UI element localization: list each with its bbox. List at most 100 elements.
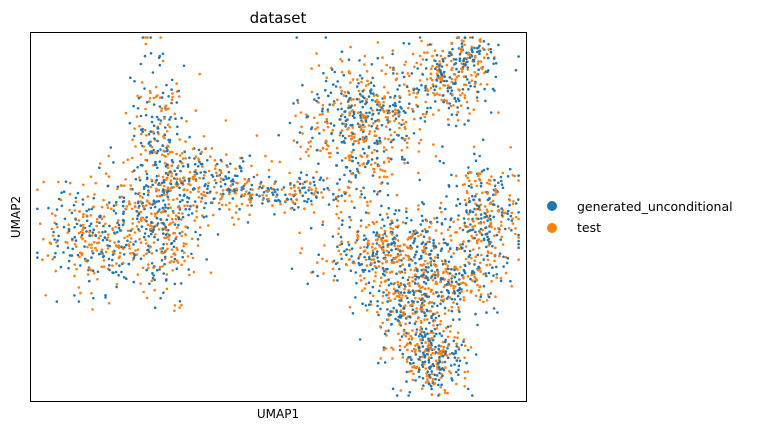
point-test [517,217,520,221]
point-generated-unconditional [494,62,498,65]
point-generated-unconditional [458,291,462,295]
point-test [321,196,325,199]
point-generated-unconditional [183,150,186,153]
point-generated-unconditional [349,123,353,127]
point-generated-unconditional [452,58,456,61]
point-generated-unconditional [383,361,387,364]
point-test [226,165,229,169]
point-generated-unconditional [55,300,59,303]
point-generated-unconditional [101,238,105,242]
point-test [415,365,419,369]
point-test [452,104,455,107]
point-generated-unconditional [414,333,418,336]
point-generated-unconditional [139,114,143,118]
point-generated-unconditional [163,262,166,266]
point-test [432,324,435,327]
point-generated-unconditional [397,209,401,212]
point-generated-unconditional [36,251,39,255]
point-test [164,249,167,252]
point-generated-unconditional [68,254,72,257]
point-generated-unconditional [457,364,461,368]
point-generated-unconditional [164,225,167,229]
point-test [167,203,171,206]
point-generated-unconditional [416,300,419,304]
point-generated-unconditional [422,331,426,334]
point-test [420,387,424,391]
point-generated-unconditional [416,245,419,248]
point-test [425,219,429,223]
point-generated-unconditional [443,306,447,310]
point-generated-unconditional [199,162,203,166]
point-generated-unconditional [340,159,344,162]
point-test [401,118,404,122]
point-test [353,261,356,265]
point-generated-unconditional [161,228,165,231]
point-generated-unconditional [89,222,93,225]
point-test [450,41,453,45]
point-test [352,136,355,139]
point-test [435,65,439,69]
point-test [409,334,413,338]
point-generated-unconditional [182,194,186,198]
point-generated-unconditional [227,176,231,180]
point-generated-unconditional [474,195,477,198]
point-test [167,198,170,201]
point-generated-unconditional [309,199,313,203]
point-generated-unconditional [92,296,95,300]
point-test [493,227,497,231]
point-generated-unconditional [375,103,379,106]
point-test [350,172,353,175]
point-test [396,248,400,251]
point-test [339,86,342,89]
point-test [339,102,343,105]
point-test [380,226,383,230]
point-generated-unconditional [390,248,393,252]
point-test [376,94,380,97]
point-test [374,271,377,274]
point-test [367,124,371,127]
point-test [376,310,379,314]
point-generated-unconditional [321,107,324,110]
point-test [46,254,50,257]
point-test [438,59,441,63]
point-test [371,109,374,112]
point-test [215,191,218,194]
point-test [365,225,368,229]
point-test [431,54,434,58]
point-generated-unconditional [402,41,406,45]
point-test [433,49,437,52]
point-test [385,63,389,67]
point-generated-unconditional [139,128,143,132]
point-test [508,194,512,197]
point-test [379,168,382,171]
point-test [486,192,489,195]
point-generated-unconditional [197,148,201,152]
point-test [84,259,87,263]
point-generated-unconditional [162,232,165,235]
point-generated-unconditional [461,228,465,232]
point-generated-unconditional [348,169,352,173]
point-test [407,246,411,250]
point-generated-unconditional [422,235,426,238]
point-generated-unconditional [365,111,368,115]
point-test [174,217,178,221]
point-test [387,291,391,294]
point-generated-unconditional [457,70,461,74]
point-generated-unconditional [433,88,437,92]
point-test [357,89,361,93]
point-test [398,244,402,248]
point-generated-unconditional [178,159,182,163]
point-generated-unconditional [132,256,136,260]
point-test [499,220,503,224]
point-test [144,238,147,242]
point-generated-unconditional [147,250,151,254]
point-generated-unconditional [502,255,505,259]
point-generated-unconditional [432,259,436,263]
point-generated-unconditional [468,229,472,232]
point-generated-unconditional [112,271,115,275]
point-test [467,197,471,200]
point-generated-unconditional [161,144,164,147]
point-test [366,204,369,207]
point-generated-unconditional [163,203,167,207]
point-test [468,112,471,115]
